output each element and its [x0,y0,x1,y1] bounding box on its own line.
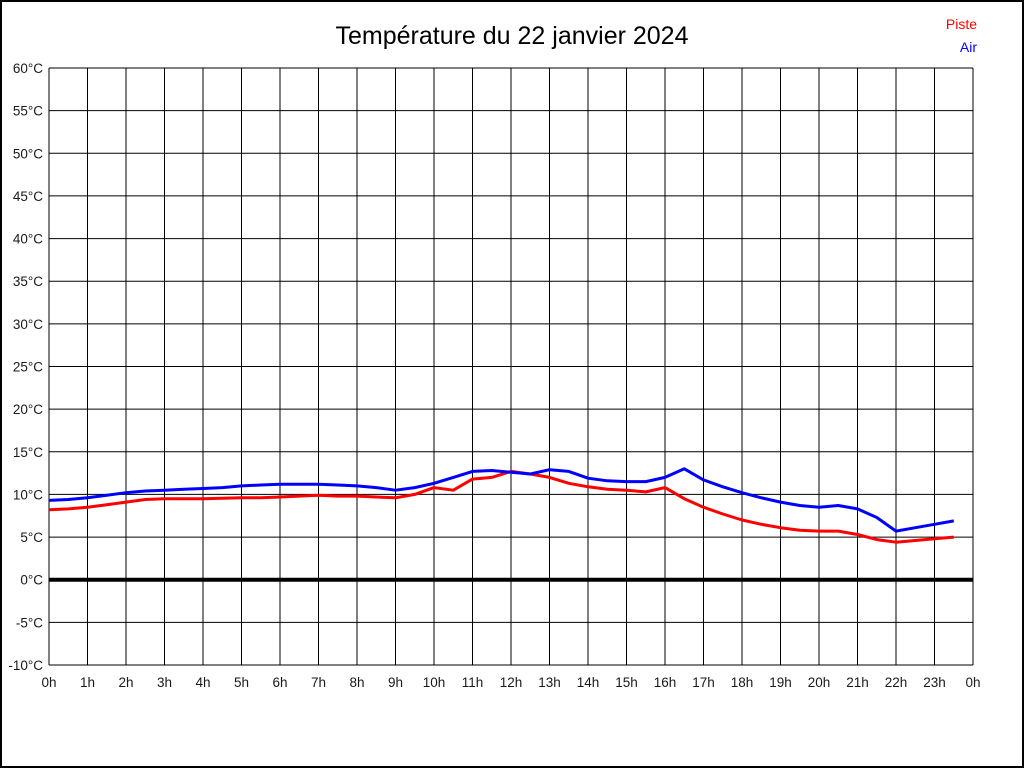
x-tick-label: 19h [769,675,792,690]
x-tick-label: 0h [965,675,980,690]
x-tick-label: 14h [577,675,600,690]
y-tick-label: 15°C [13,445,43,460]
chart-title: Température du 22 janvier 2024 [335,22,689,50]
x-tick-label: 9h [388,675,403,690]
x-tick-label: 11h [462,675,484,690]
x-tick-label: 16h [654,675,677,690]
x-tick-label: 17h [692,675,715,690]
x-tick-label: 8h [349,675,364,690]
x-tick-label: 12h [500,675,523,690]
x-tick-label: 0h [41,675,56,690]
y-tick-label: 45°C [13,189,43,204]
y-tick-label: 50°C [13,146,43,161]
y-tick-label: 35°C [13,274,43,289]
y-tick-label: -10°C [8,658,43,673]
y-tick-label: -5°C [16,615,43,630]
legend-item-piste: Piste [945,16,977,32]
x-tick-label: 5h [234,675,249,690]
x-tick-label: 3h [157,675,172,690]
y-tick-label: 10°C [13,487,43,502]
x-tick-label: 15h [615,675,638,690]
x-tick-label: 6h [272,675,287,690]
y-tick-label: 55°C [13,104,43,119]
y-tick-label: 5°C [20,530,43,545]
y-tick-label: 25°C [13,360,43,375]
x-tick-label: 4h [195,675,210,690]
y-tick-label: 60°C [13,61,43,76]
y-tick-label: 20°C [13,402,43,417]
y-tick-label: 30°C [13,317,43,332]
x-tick-label: 1h [80,675,95,690]
x-tick-label: 22h [885,675,908,690]
x-tick-label: 18h [731,675,754,690]
series-line-air [48,467,955,533]
x-tick-label: 10h [423,675,446,690]
y-tick-label: 40°C [13,232,43,247]
legend: Piste Air [946,13,977,59]
x-tick-label: 13h [538,675,561,690]
y-tick-label: 0°C [20,573,43,588]
x-tick-label: 2h [118,675,133,690]
x-tick-label: 23h [923,675,946,690]
x-tick-label: 7h [311,675,326,690]
series-line-piste [48,469,954,544]
legend-item-air: Air [959,39,977,55]
x-tick-label: 21h [846,675,869,690]
x-tick-label: 20h [808,675,831,690]
